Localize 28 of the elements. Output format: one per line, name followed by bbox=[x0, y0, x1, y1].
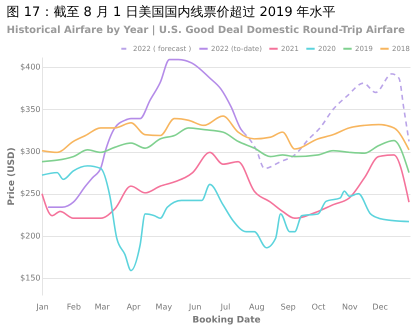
y-tick-label: $350 bbox=[20, 104, 40, 114]
line-series bbox=[242, 73, 410, 170]
line-series bbox=[41, 127, 410, 174]
y-tick-label: $250 bbox=[20, 189, 40, 198]
line-series bbox=[41, 152, 410, 219]
x-tick-label: May bbox=[156, 302, 172, 312]
chart-title: 图 17：截至 8 月 1 日美国国内线票价超过 2019 年水平 bbox=[6, 4, 336, 20]
x-tick-label: Apr bbox=[126, 302, 142, 312]
x-tick-label: Sep bbox=[280, 302, 296, 312]
x-tick-label: Oct bbox=[312, 302, 326, 312]
x-tick-label: Feb bbox=[66, 302, 81, 312]
y-tick-label: $300 bbox=[20, 147, 40, 156]
chart-subtitle: Historical Airfare by Year | U.S. Good Deal Domestic Round-Trip Airfare bbox=[6, 25, 406, 36]
x-tick-label: Nov bbox=[342, 302, 358, 312]
y-axis-title: Price (USD) bbox=[7, 147, 18, 206]
y-tick-label: $400 bbox=[20, 62, 40, 72]
line-series bbox=[47, 58, 244, 208]
x-tick-label: Dec bbox=[372, 302, 388, 312]
x-axis-title: Booking Date bbox=[192, 316, 261, 326]
y-tick-label: $200 bbox=[20, 231, 40, 240]
x-tick-label: Aug bbox=[249, 302, 265, 312]
line-series bbox=[41, 165, 410, 272]
y-tick-label: $150 bbox=[20, 274, 40, 283]
x-tick-label: Jul bbox=[220, 302, 230, 312]
x-tick-label: Jan bbox=[35, 302, 49, 312]
x-tick-label: Jun bbox=[188, 302, 202, 312]
x-tick-label: Mar bbox=[94, 302, 110, 312]
line-series bbox=[41, 115, 410, 154]
